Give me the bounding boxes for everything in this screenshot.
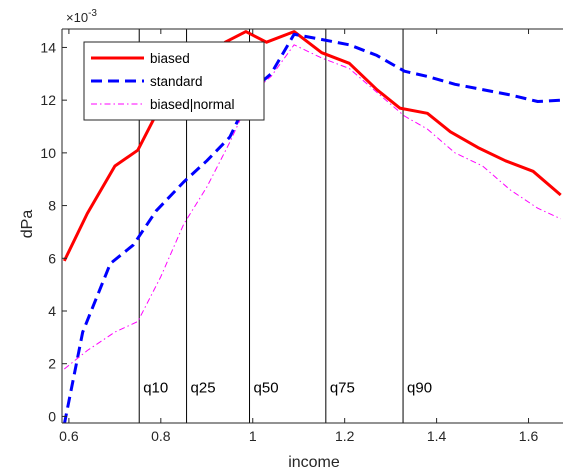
y-axis-label: dPa	[19, 210, 36, 239]
y-tick-label: 10	[40, 145, 56, 161]
series-group	[62, 30, 562, 423]
legend: biased standard biased|normal	[83, 41, 265, 121]
x-tick-label: 0.8	[151, 428, 171, 444]
y-tick-label: 8	[48, 198, 56, 214]
quantile-label-q75: q75	[330, 379, 355, 396]
y-axis-multiplier: ×10-3	[66, 8, 97, 25]
x-tick-label: 1.6	[519, 428, 539, 444]
y-tick-label: 14	[40, 39, 56, 55]
y-axis-multiplier-base: ×10	[66, 10, 88, 25]
legend-label: standard	[150, 74, 203, 89]
x-axis-label: income	[288, 454, 340, 471]
series-line-biased	[62, 30, 562, 262]
quantile-lines: q10 q25 q50 q75 q90	[138, 29, 432, 423]
y-tick-label: 4	[48, 303, 56, 319]
y-tick-label: 6	[48, 250, 56, 266]
series-line-biased-normal	[63, 44, 561, 370]
y-axis: 0 2 4 6 8 10 12 14	[40, 39, 67, 424]
x-axis: 0.6 0.8 1 1.2 1.4 1.6	[59, 29, 538, 444]
legend-label: biased|normal	[150, 97, 235, 112]
x-tick-label: 0.6	[59, 428, 79, 444]
x-tick-label: 1.4	[427, 428, 447, 444]
x-tick-label: 1	[249, 428, 257, 444]
quantile-label-q50: q50	[254, 379, 279, 396]
quantile-label-q90: q90	[407, 379, 432, 396]
y-tick-label: 12	[40, 92, 56, 108]
y-tick-label: 2	[48, 356, 56, 372]
y-tick-label: 0	[48, 408, 56, 424]
legend-label: biased	[150, 51, 190, 66]
quantile-label-q25: q25	[191, 379, 216, 396]
y-axis-multiplier-exponent: -3	[88, 8, 97, 19]
series-line-standard	[63, 32, 561, 423]
x-tick-label: 1.2	[335, 428, 355, 444]
quantile-label-q10: q10	[143, 379, 168, 396]
